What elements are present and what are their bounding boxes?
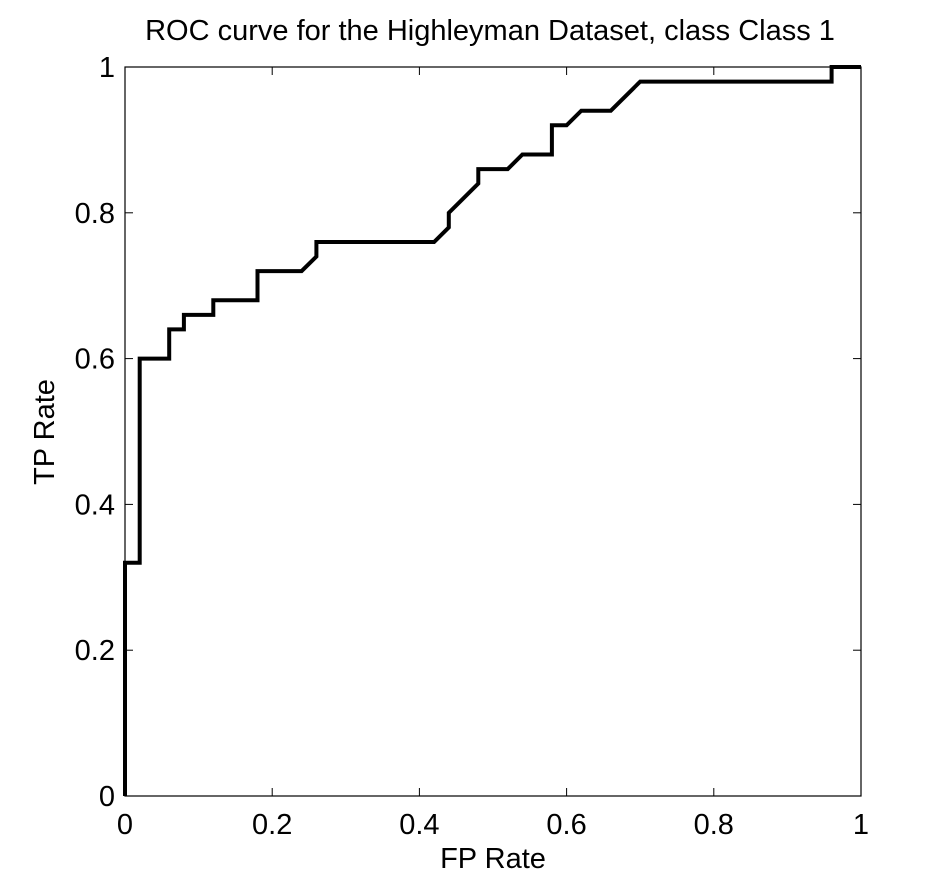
x-axis-label: FP Rate bbox=[440, 843, 546, 875]
y-tick-label: 0.2 bbox=[75, 635, 115, 667]
tick-labels: 0 0.2 0.4 0.6 0.8 1 0 0.2 0.4 0.6 0.8 1 bbox=[75, 52, 869, 841]
chart-title: ROC curve for the Highleyman Dataset, cl… bbox=[145, 15, 835, 47]
x-tick-label: 1 bbox=[853, 809, 869, 841]
y-tick-label: 0 bbox=[99, 781, 115, 813]
plot-area bbox=[125, 67, 861, 796]
y-axis-label: TP Rate bbox=[29, 379, 61, 485]
x-tick-label: 0.8 bbox=[694, 809, 734, 841]
y-tick-label: 0.6 bbox=[75, 344, 115, 376]
y-tick-label: 0.8 bbox=[75, 198, 115, 230]
x-tick-label: 0.6 bbox=[546, 809, 586, 841]
plot-frame bbox=[124, 66, 862, 797]
x-tick-label: 0 bbox=[117, 809, 133, 841]
x-tick-label: 0.2 bbox=[252, 809, 292, 841]
roc-curve-line bbox=[123, 65, 861, 796]
x-tick-label: 0.4 bbox=[399, 809, 439, 841]
y-tick-label: 0.4 bbox=[75, 489, 115, 521]
y-tick-label: 1 bbox=[99, 52, 115, 84]
